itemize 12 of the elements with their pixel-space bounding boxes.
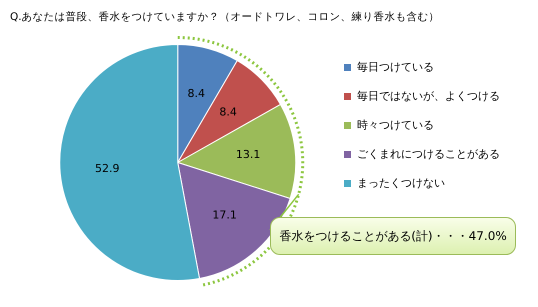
data-label: 52.9 [95,162,120,175]
chart-title: Q.あなたは普段、香水をつけていますか？（オードトワレ、コロン、練り香水も含む） [10,10,440,24]
legend-label: 毎日ではないが、よくつける [357,89,500,102]
legend-label: まったくつけない [357,176,445,190]
data-label: 8.4 [187,87,205,100]
data-label: 13.1 [236,148,260,162]
text: 香水をつけることがある(計)・・・47.0% [270,217,516,255]
data-label: 17.1 [212,208,237,222]
data-label: 8.4 [219,106,237,119]
legend-label: 時々つけている [357,118,434,132]
legend-label: ごくまれにつけることがある [357,147,500,160]
legend-label: 毎日つけている [357,60,434,74]
